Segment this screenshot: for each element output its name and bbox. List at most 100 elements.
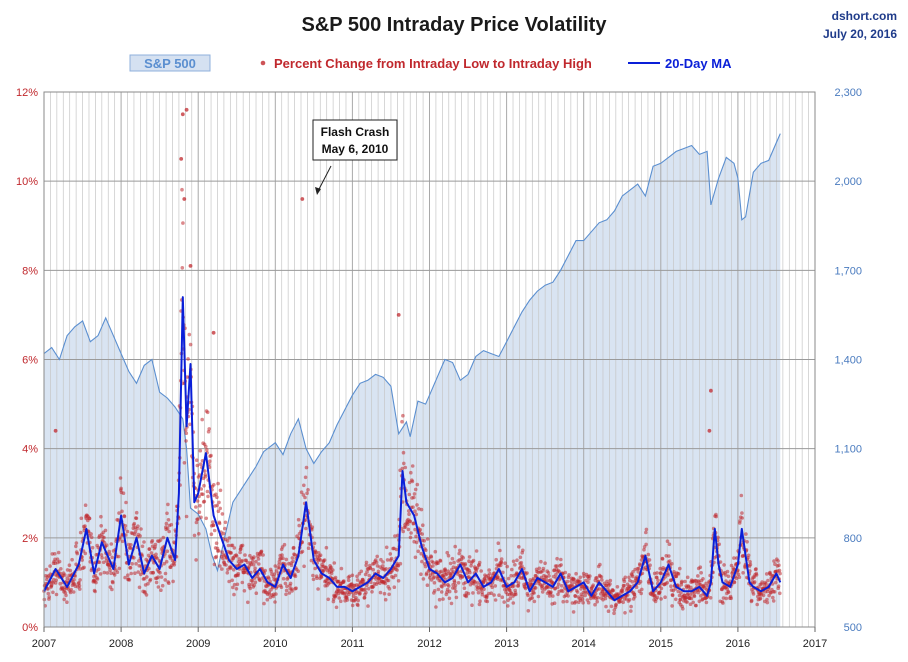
scatter-point [638,579,643,584]
scatter-point [150,539,155,543]
scatter-point [194,505,198,509]
scatter-point [229,565,233,569]
scatter-point [181,221,185,225]
scatter-point [253,580,258,585]
scatter-point [94,580,98,585]
scatter-point [246,600,250,605]
scatter-point [382,591,387,596]
y-right-tick: 1,400 [834,355,862,367]
scatter-point [99,524,103,528]
legend-ma-label: 20-Day MA [665,56,732,71]
scatter-point [378,590,383,595]
scatter-point [337,596,342,600]
scatter-point [147,566,151,571]
scatter-point [573,600,578,604]
x-tick-label: 2010 [263,638,287,650]
scatter-point [218,488,223,493]
x-tick-label: 2009 [186,638,210,650]
scatter-point [669,584,673,588]
scatter-point [95,577,100,581]
scatter-point [284,588,289,593]
scatter-point [312,541,317,546]
scatter-point [144,593,149,597]
scatter-point [543,561,547,565]
scatter-point [294,586,298,590]
scatter-point [165,511,169,516]
scatter-point [212,483,216,487]
scatter-point [136,570,140,574]
scatter-point [519,560,524,565]
scatter-point [167,529,171,534]
scatter-point [281,576,286,581]
scatter-point [447,584,451,588]
scatter-point [124,500,128,505]
scatter-point [517,545,521,549]
scatter-point [571,610,576,614]
scatter-point [622,583,626,588]
scatter-point [407,492,412,497]
scatter-point [464,594,469,599]
scatter-point [463,580,468,585]
scatter-point [446,553,451,558]
scatter-point [242,589,247,593]
scatter-point [206,494,210,499]
scatter-point [120,509,124,514]
scatter-point [98,572,103,576]
scatter-point [746,553,751,558]
scatter-point [663,595,667,599]
legend: S&P 500 Percent Change from Intraday Low… [129,54,732,72]
scatter-point [696,574,700,578]
scatter-point [238,550,242,555]
scatter-point [639,591,643,596]
scatter-point [740,511,744,515]
scatter-point [159,588,163,592]
scatter-point [154,580,159,585]
scatter-point [99,553,104,557]
scatter-point [216,481,220,486]
scatter-point [281,556,285,560]
scatter-point [470,603,474,607]
scatter-point [211,520,215,524]
scatter-point [304,465,309,470]
scatter-point [451,565,456,569]
scatter-point [78,587,82,591]
scatter-point [345,598,350,602]
scatter-point [253,566,257,571]
scatter-point [765,597,769,602]
scatter-point [565,579,570,584]
scatter-point [65,568,70,572]
scatter-point [396,313,401,317]
scatter-point [304,526,308,531]
x-tick-label: 2008 [109,638,133,650]
scatter-point [133,530,138,534]
scatter-point [499,560,504,565]
scatter-point [411,521,416,525]
scatter-point [709,388,713,393]
scatter-point [334,605,339,610]
scatter-point [678,566,682,571]
scatter-point [776,559,780,563]
scatter-point [83,551,88,556]
scatter-point [494,557,499,562]
scatter-point [366,604,370,608]
scatter-point [693,590,697,595]
scatter-point [54,578,58,582]
scatter-point [454,589,458,594]
scatter-point [104,556,108,560]
x-tick-label: 2014 [571,638,595,650]
scatter-point [630,574,635,579]
scatter-point [674,574,679,579]
scatter-point [401,529,406,534]
scatter-point [296,517,301,522]
scatter-point [477,560,482,565]
y-left-tick: 0% [22,622,38,634]
scatter-point [371,567,376,572]
scatter-point [647,558,652,562]
scatter-point [187,332,192,337]
scatter-point [169,522,174,527]
scatter-point [482,587,486,591]
scatter-point [252,583,256,588]
scatter-point [376,569,381,574]
scatter-point [67,563,72,567]
scatter-point [406,527,411,532]
